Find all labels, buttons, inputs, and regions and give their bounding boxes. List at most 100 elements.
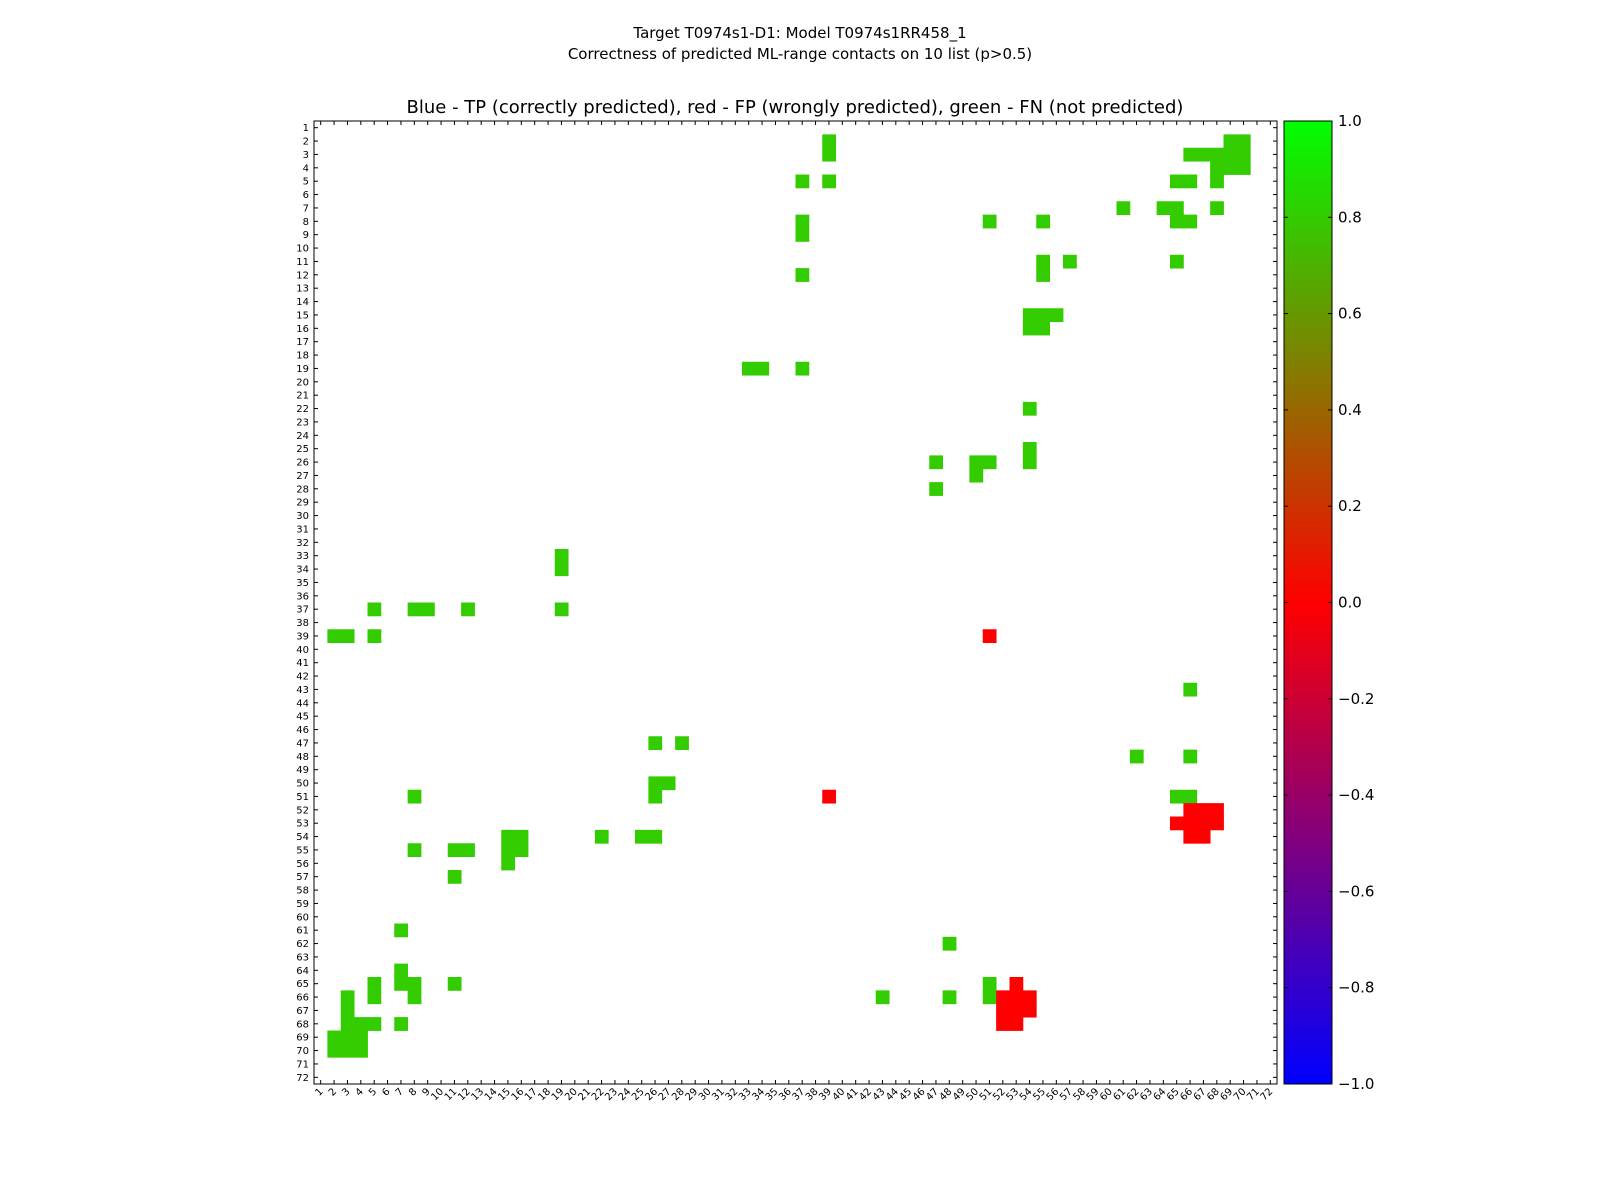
- x-tick-label: 7: [394, 1086, 406, 1098]
- fn-cell: [648, 829, 663, 844]
- fn-cell: [1183, 147, 1198, 162]
- fn-cell: [447, 977, 462, 991]
- y-tick-label: 62: [296, 939, 309, 950]
- fn-cell: [1129, 749, 1144, 764]
- fn-cell: [394, 1017, 409, 1031]
- fn-cell: [929, 455, 944, 470]
- x-tick-label: 1: [314, 1086, 326, 1098]
- fn-cell: [1183, 682, 1198, 697]
- x-tick-label: 2: [327, 1086, 339, 1098]
- fp-cell: [1183, 803, 1198, 817]
- fp-cell: [996, 1017, 1010, 1031]
- y-tick-label: 70: [296, 1046, 309, 1057]
- fn-cell: [1183, 789, 1198, 804]
- y-tick-label: 43: [296, 685, 309, 696]
- y-tick-label: 52: [296, 805, 309, 816]
- fn-cell: [661, 776, 676, 791]
- fn-cell: [942, 936, 957, 951]
- y-tick-label: 17: [296, 337, 309, 348]
- fp-cell: [822, 789, 837, 804]
- fn-cell: [354, 1043, 368, 1058]
- y-tick-label: 12: [296, 270, 309, 281]
- fn-cell: [1049, 308, 1064, 323]
- fn-cell: [367, 1017, 382, 1031]
- y-tick-label: 45: [296, 712, 309, 723]
- y-tick-label: 49: [296, 765, 309, 776]
- fn-cell: [514, 829, 529, 844]
- fn-cell: [1223, 161, 1238, 175]
- fn-cell: [407, 789, 422, 804]
- y-tick-label: 8: [303, 217, 309, 228]
- y-tick-label: 9: [303, 230, 309, 241]
- y-tick-label: 30: [296, 511, 309, 522]
- y-tick-label: 40: [296, 645, 309, 656]
- fp-cell: [1196, 829, 1211, 844]
- y-tick-label: 54: [296, 832, 309, 843]
- fn-cell: [1170, 201, 1184, 216]
- fn-cell: [648, 789, 663, 804]
- y-tick-label: 36: [296, 591, 309, 602]
- y-tick-label: 64: [296, 966, 309, 977]
- fn-cell: [1063, 254, 1077, 269]
- fp-cell: [1009, 990, 1024, 1005]
- y-tick-label: 57: [296, 872, 309, 883]
- y-tick-label: 51: [296, 792, 309, 803]
- fn-cell: [1170, 254, 1184, 269]
- y-tick-label: 34: [296, 565, 309, 576]
- fn-cell: [1236, 147, 1251, 162]
- colorbar-tick-label: 1.0: [1338, 112, 1362, 130]
- colorbar-tick-label: 0.8: [1338, 208, 1362, 226]
- fp-cell: [1022, 990, 1037, 1005]
- fn-cell: [755, 361, 770, 376]
- fn-cell: [354, 1017, 368, 1031]
- y-tick-label: 32: [296, 538, 309, 549]
- y-tick-label: 16: [296, 324, 309, 335]
- fp-cell: [1210, 803, 1224, 817]
- fp-cell: [1009, 1017, 1024, 1031]
- y-tick-label: 35: [296, 578, 309, 589]
- fn-cell: [1022, 401, 1037, 416]
- y-tick-label: 44: [296, 698, 309, 709]
- fn-cell: [461, 843, 475, 858]
- colorbar-tick-label: 0.2: [1338, 497, 1362, 515]
- fn-cell: [1210, 147, 1224, 162]
- fn-cell: [554, 602, 569, 617]
- fn-cell: [327, 1043, 342, 1058]
- y-tick-label: 2: [303, 137, 309, 148]
- y-tick-label: 24: [296, 431, 309, 442]
- fn-cell: [407, 602, 422, 617]
- y-tick-label: 53: [296, 819, 309, 830]
- fn-cell: [742, 361, 756, 376]
- y-tick-label: 4: [303, 163, 309, 174]
- fn-cell: [1210, 161, 1224, 175]
- y-tick-label: 41: [296, 658, 309, 669]
- fn-cell: [354, 1030, 368, 1045]
- fn-cell: [1210, 174, 1224, 189]
- fn-cell: [501, 856, 516, 871]
- fp-cell: [1210, 816, 1224, 831]
- fn-cell: [635, 829, 649, 844]
- fn-cell: [394, 923, 409, 938]
- fn-cell: [367, 602, 382, 617]
- y-tick-label: 20: [296, 377, 309, 388]
- y-tick-label: 14: [296, 297, 309, 308]
- colorbar: [1283, 120, 1333, 1085]
- y-tick-label: 66: [296, 993, 309, 1004]
- y-tick-label: 10: [296, 244, 309, 255]
- y-tick-label: 3: [303, 150, 309, 161]
- y-tick-label: 6: [303, 190, 309, 201]
- y-tick-label: 19: [296, 364, 309, 375]
- y-tick-label: 61: [296, 926, 309, 937]
- fn-cell: [1156, 201, 1171, 216]
- fn-cell: [795, 228, 810, 242]
- fn-cell: [982, 977, 997, 991]
- y-tick-label: 60: [296, 912, 309, 923]
- fn-cell: [554, 562, 569, 577]
- fn-cell: [648, 776, 663, 791]
- fn-cell: [340, 1043, 355, 1058]
- colorbar-tick-label: −0.8: [1338, 979, 1374, 997]
- fn-cell: [1223, 134, 1238, 149]
- fn-cell: [367, 629, 382, 644]
- fn-cell: [969, 468, 984, 483]
- fn-cell: [942, 990, 957, 1005]
